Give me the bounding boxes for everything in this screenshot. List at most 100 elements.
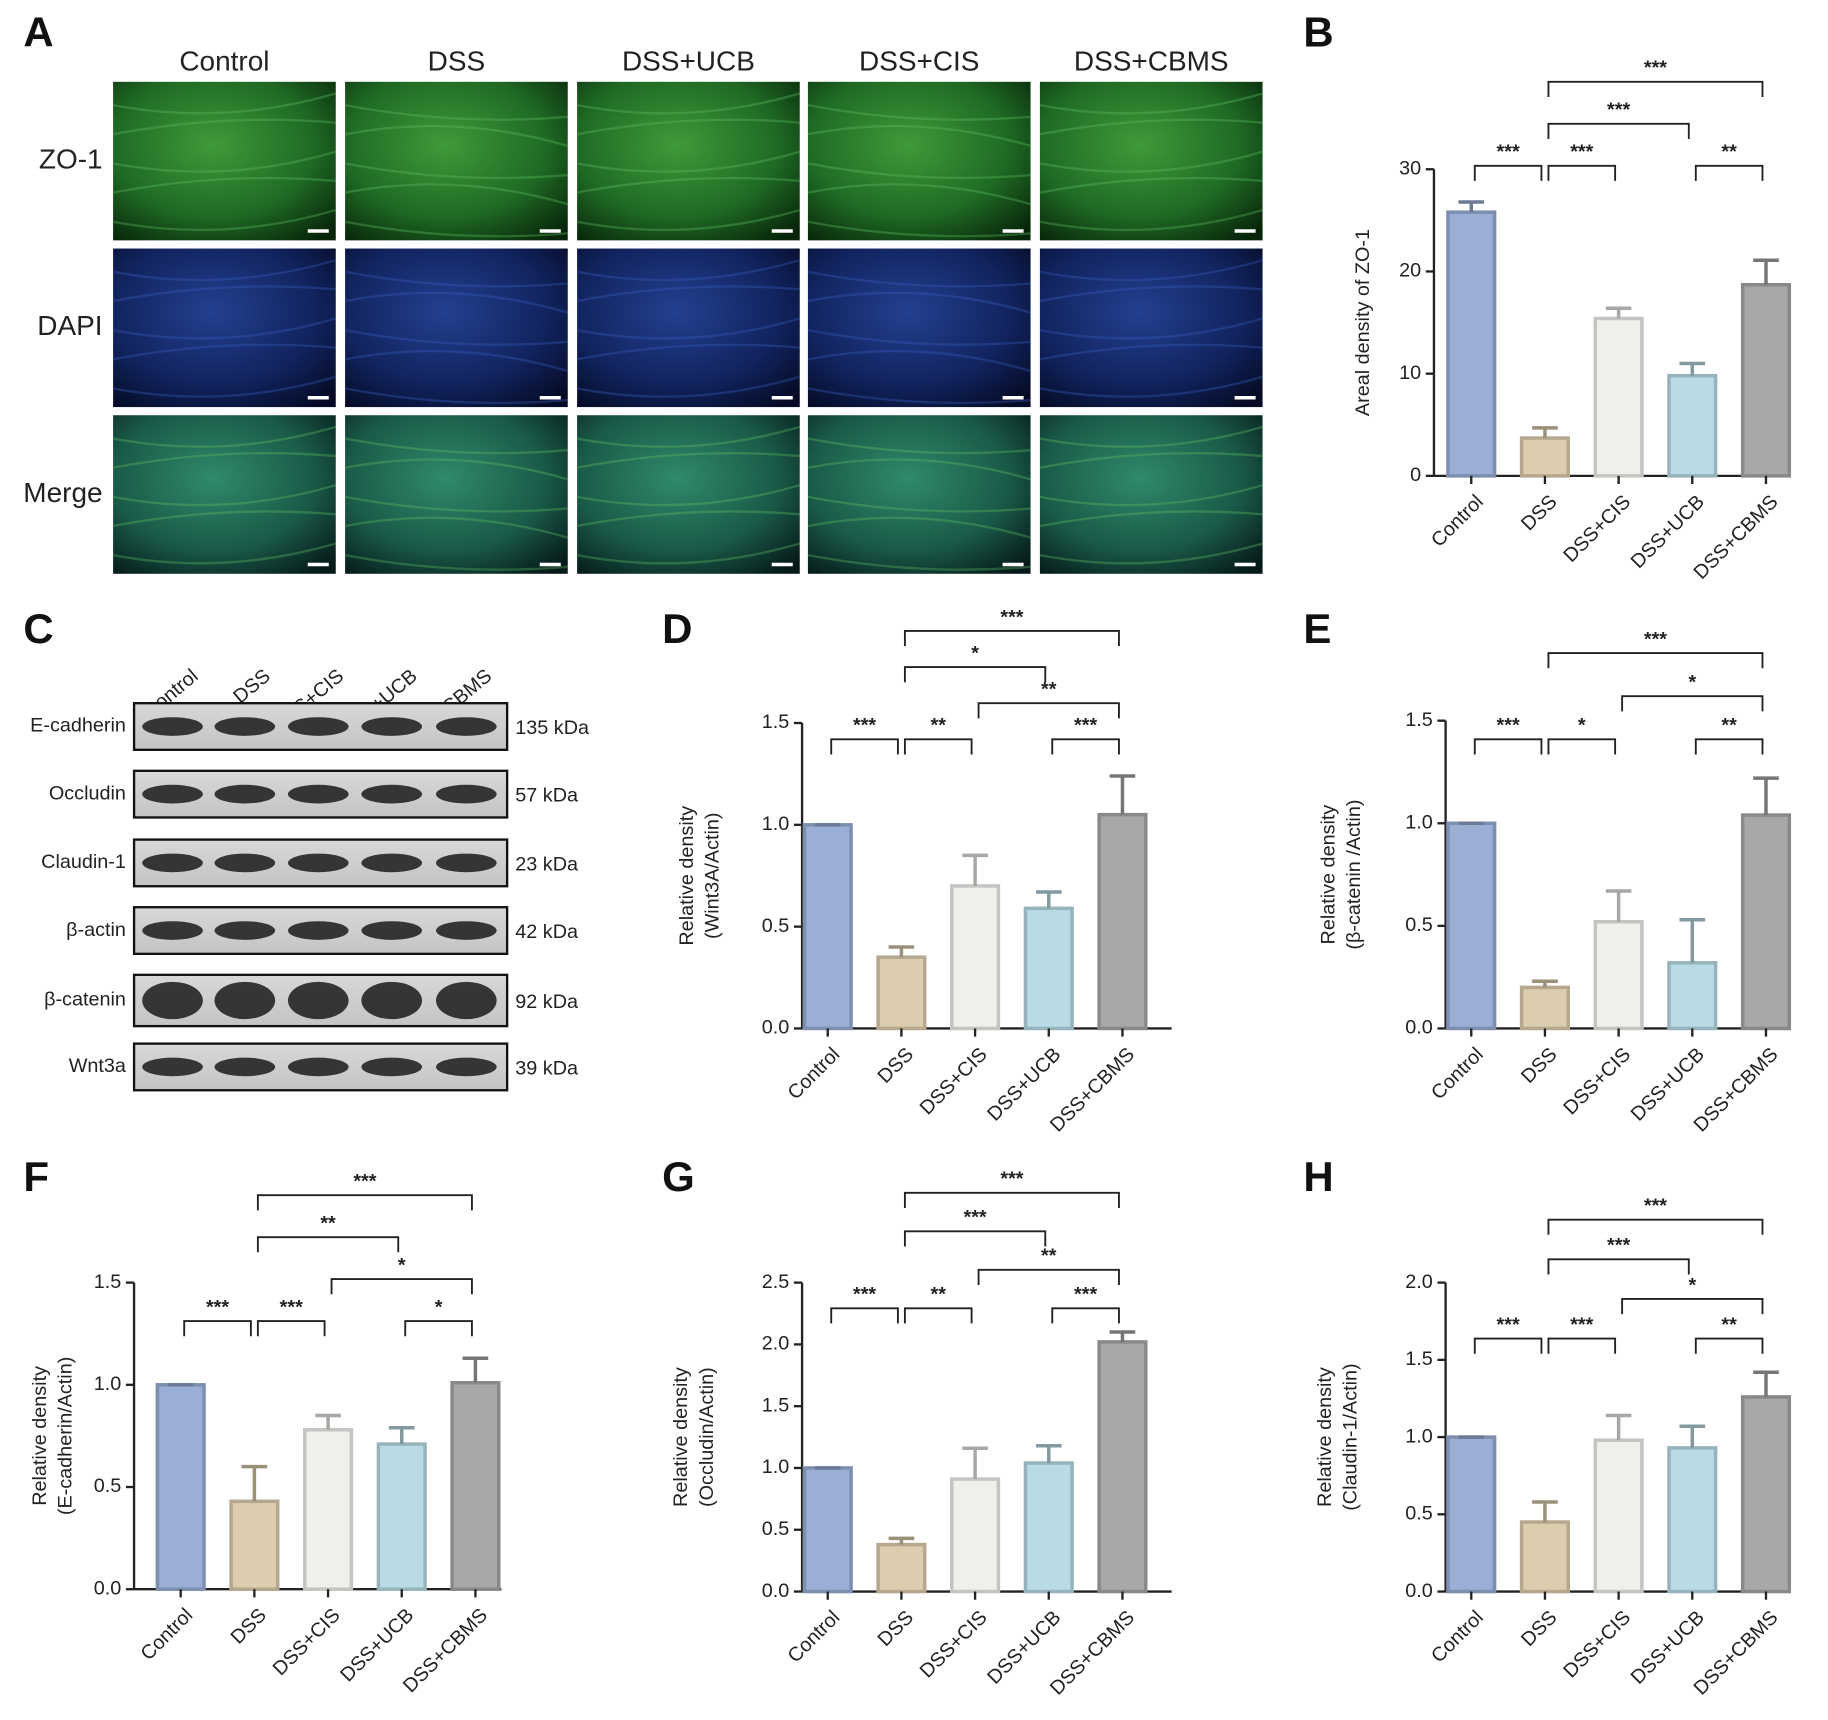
tissue-texture (1039, 510, 1263, 528)
error-bar (1605, 306, 1632, 319)
significance-label: *** (1074, 1284, 1097, 1306)
significance-bracket (1694, 164, 1764, 181)
y-tick-label: 0.0 (762, 1017, 790, 1039)
tissue-texture (1039, 542, 1263, 565)
y-tick-label: 2.0 (1405, 1271, 1433, 1293)
micrograph (1039, 415, 1263, 574)
bar (229, 1499, 280, 1591)
significance-bracket (977, 1268, 1120, 1285)
bar (1023, 906, 1074, 1031)
y-tick-label: 0.5 (1405, 1503, 1433, 1525)
tissue-texture (807, 162, 1031, 180)
y-axis-label: (β-catenin /Actin) (1343, 800, 1365, 950)
bar (1519, 436, 1571, 478)
tissue-texture (344, 553, 568, 571)
bar (1097, 812, 1148, 1031)
bar (1097, 1340, 1148, 1594)
significance-bracket (1547, 1337, 1617, 1354)
y-tick-label: 1.5 (1405, 1348, 1433, 1370)
y-tick-label: 1.5 (1405, 709, 1433, 731)
significance-label: *** (1074, 715, 1097, 737)
tissue-texture (576, 92, 801, 115)
significance-label: *** (1607, 1235, 1630, 1257)
tissue-texture (112, 317, 337, 340)
y-tick-label: 10 (1399, 362, 1421, 384)
significance-label: *** (1000, 606, 1023, 628)
blot-band (287, 981, 349, 1020)
significance-bracket (830, 1307, 899, 1324)
blot-band (214, 784, 276, 804)
y-tick-label: 20 (1399, 260, 1421, 282)
significance-label: *** (280, 1296, 303, 1318)
significance-bracket (1621, 695, 1764, 712)
tissue-texture (807, 495, 1031, 513)
significance-bracket (1473, 164, 1543, 181)
tissue-texture (1039, 92, 1263, 115)
significance-bracket (1473, 1337, 1543, 1354)
blot-band (214, 981, 276, 1020)
significance-bracket (903, 629, 1120, 647)
blot-band (436, 921, 497, 940)
bar (1740, 282, 1792, 478)
size-label: 39 kDa (515, 1057, 579, 1079)
tissue-texture (576, 343, 800, 361)
tissue-texture (1039, 285, 1263, 303)
significance-label: * (1688, 672, 1696, 694)
column-header: DSS+CBMS (1074, 46, 1229, 77)
tissue-texture (576, 484, 801, 507)
significance-label: ** (931, 715, 947, 737)
bar (450, 1381, 501, 1591)
bar (802, 823, 853, 1031)
y-tick-label: 1.0 (762, 1456, 790, 1478)
significance-label: * (1688, 1274, 1696, 1296)
blot-band (361, 1057, 423, 1077)
y-tick-label: 1.0 (1405, 1425, 1433, 1447)
blot-band (436, 1057, 497, 1077)
significance-label: ** (931, 1284, 947, 1306)
tissue-texture (112, 150, 337, 173)
micrograph (113, 415, 336, 574)
error-bar (1753, 1370, 1779, 1397)
significance-bracket (977, 702, 1120, 719)
tissue-texture (112, 208, 337, 232)
tissue-texture (344, 437, 568, 455)
x-tick-label: DSS (1517, 1607, 1561, 1651)
tissue-texture (112, 452, 336, 469)
protein-label: Claudin-1 (41, 851, 126, 873)
tissue-texture (807, 387, 1031, 405)
tissue-texture (807, 183, 1031, 206)
tissue-texture (344, 387, 568, 405)
bar (802, 1466, 853, 1594)
micrograph (345, 81, 568, 241)
blot-band (214, 717, 276, 736)
y-axis-label: Relative density (1317, 805, 1339, 945)
error-bar (315, 1413, 341, 1430)
tissue-texture (112, 176, 336, 194)
tissue-texture (807, 437, 1031, 455)
blot-band (142, 717, 203, 736)
blot-band (436, 981, 497, 1020)
significance-bracket (256, 1320, 326, 1337)
significance-label: *** (1497, 715, 1520, 737)
significance-bracket (830, 738, 899, 755)
significance-label: *** (1644, 1195, 1667, 1217)
error-bar (1679, 917, 1706, 963)
tissue-texture (1039, 176, 1263, 194)
tissue-texture (1039, 425, 1263, 448)
row-label: DAPI (37, 310, 102, 341)
tissue-texture (112, 343, 336, 361)
significance-label: * (398, 1255, 406, 1277)
x-tick-label: DSS+CIS (916, 1607, 992, 1683)
significance-bracket (1694, 738, 1764, 755)
blot-band (287, 853, 349, 873)
y-tick-label: 30 (1399, 157, 1421, 179)
column-header: Control (179, 46, 269, 77)
tissue-texture (344, 291, 569, 314)
significance-label: * (971, 642, 979, 664)
significance-label: *** (964, 1207, 987, 1229)
blot-band (436, 717, 497, 736)
blot-band (436, 784, 497, 804)
significance-label: *** (353, 1171, 376, 1193)
